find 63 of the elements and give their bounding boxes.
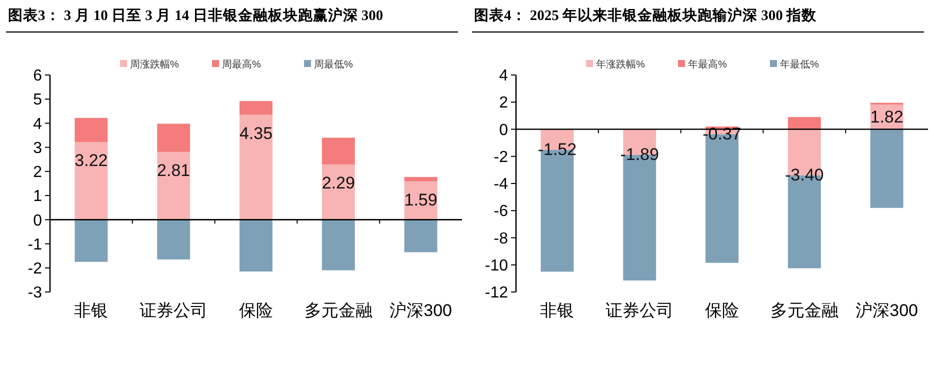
y-tick-label: -8 [494, 230, 508, 248]
x-tick-label: 多元金融 [770, 301, 838, 320]
bar [74, 118, 108, 142]
y-tick-label: -6 [494, 203, 508, 220]
y-tick-label: 0 [33, 212, 42, 230]
data-label: 1.59 [404, 190, 438, 210]
x-tick-label: 沪深300 [390, 301, 452, 320]
data-label: 2.81 [157, 160, 190, 180]
legend-label: 周最高% [222, 58, 261, 70]
bar [322, 220, 355, 270]
x-tick-label: 多元金融 [304, 301, 372, 320]
legend-label: 周最低% [314, 60, 353, 70]
bar [788, 117, 821, 130]
legend-label: 周涨跌幅% [130, 58, 179, 70]
data-label: -1.52 [538, 140, 577, 159]
x-tick-label: 非银 [74, 301, 108, 320]
data-label: 4.35 [239, 124, 273, 143]
legend-label: 年涨跌幅% [596, 58, 645, 70]
y-tick-label: 3 [33, 140, 42, 157]
data-label: -0.37 [702, 124, 742, 144]
legend-label: 年最低% [780, 58, 819, 70]
data-label: 3.22 [74, 151, 108, 170]
bar [322, 138, 355, 164]
y-tick-label: 4 [499, 68, 508, 85]
bar [404, 176, 438, 182]
y-tick-label: 2 [499, 94, 508, 112]
data-label: 1.82 [870, 108, 904, 127]
y-tick-label: 6 [33, 68, 42, 85]
y-tick-label: -1 [28, 236, 42, 254]
x-tick-label: 保险 [239, 301, 273, 320]
y-tick-label: -3 [28, 284, 42, 302]
bar [240, 114, 272, 220]
bar [240, 220, 272, 272]
chart-title: 图表3： 3 月 10 日至 3 月 14 日非银金融板块跑赢沪深 300 [8, 6, 384, 24]
y-tick-label: 1 [33, 188, 42, 206]
y-tick-label: -12 [484, 284, 508, 302]
bar [157, 220, 190, 260]
y-tick-label: -2 [494, 148, 508, 166]
y-tick-label: 0 [499, 122, 508, 139]
bar [240, 101, 272, 115]
data-label: -1.89 [620, 144, 659, 164]
bar [870, 129, 904, 208]
bar [157, 152, 190, 220]
y-tick-label: -10 [484, 257, 508, 274]
y-tick-label: 5 [33, 92, 42, 109]
x-tick-label: 证券公司 [140, 301, 208, 320]
chart-title: 图表4： 2025 年以来非银金融板块跑输沪深 300 指数 [474, 6, 818, 24]
x-tick-label: 非银 [540, 301, 574, 320]
x-tick-label: 证券公司 [606, 301, 674, 320]
x-tick-label: 保险 [705, 301, 739, 320]
y-tick-label: 2 [33, 164, 42, 182]
y-tick-label: -4 [494, 176, 508, 194]
x-tick-label: 沪深300 [856, 301, 918, 320]
y-tick-label: 4 [33, 116, 42, 133]
legend-label: 年最高% [688, 58, 727, 70]
bar [322, 164, 355, 220]
y-tick-label: -2 [28, 260, 42, 278]
data-label: -3.40 [785, 165, 824, 184]
bar [74, 220, 108, 262]
bar [74, 142, 108, 220]
bar [157, 124, 190, 152]
data-label: 2.29 [322, 173, 355, 192]
bar [404, 220, 438, 252]
